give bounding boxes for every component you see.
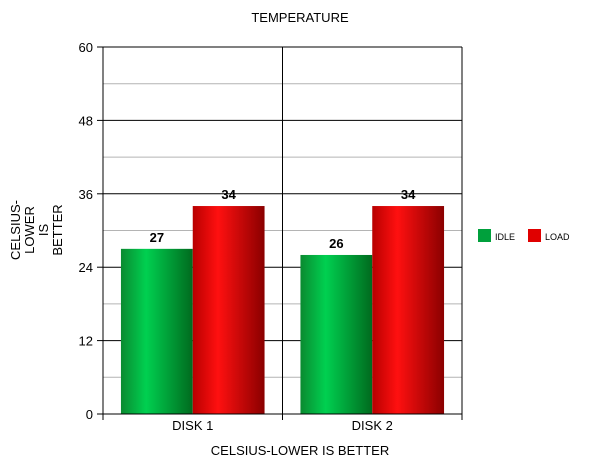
bar-load (372, 206, 445, 414)
y-axis-label-line: IS (36, 224, 51, 237)
y-tick-label: 60 (79, 40, 93, 55)
y-tick-label: 24 (79, 260, 93, 275)
legend-label-load: LOAD (545, 232, 570, 242)
y-tick-label: 0 (86, 407, 93, 422)
bars (120, 206, 445, 414)
x-tick-label: DISK 2 (352, 418, 393, 433)
x-axis-label: CELSIUS-LOWER IS BETTER (211, 443, 389, 458)
data-label: 34 (221, 187, 236, 202)
y-tick-label: 12 (79, 334, 93, 349)
y-axis-label-line: CELSIUS- (8, 200, 23, 260)
data-label: 26 (329, 236, 343, 251)
y-axis-label-line: BETTER (50, 204, 65, 255)
data-label: 34 (401, 187, 416, 202)
bar-idle (120, 248, 193, 414)
bar-load (192, 206, 265, 414)
x-tick-label: DISK 1 (172, 418, 213, 433)
legend-label-idle: IDLE (495, 232, 515, 242)
bar-idle (300, 254, 373, 414)
chart-title: TEMPERATURE (251, 10, 349, 25)
legend-swatch-load (528, 229, 541, 242)
y-tick-label: 48 (79, 113, 93, 128)
legend: IDLE LOAD (478, 229, 570, 242)
data-label: 27 (150, 230, 164, 245)
legend-swatch-idle (478, 229, 491, 242)
y-tick-label: 36 (79, 187, 93, 202)
axes (97, 46, 463, 420)
value-labels: 27 34 26 34 (150, 187, 417, 251)
y-tick-labels: 0 12 24 36 48 60 (79, 40, 93, 422)
y-axis-label: CELSIUS- LOWER IS BETTER (8, 200, 65, 260)
y-axis-label-line: LOWER (22, 206, 37, 254)
x-tick-labels: DISK 1 DISK 2 (172, 418, 393, 433)
